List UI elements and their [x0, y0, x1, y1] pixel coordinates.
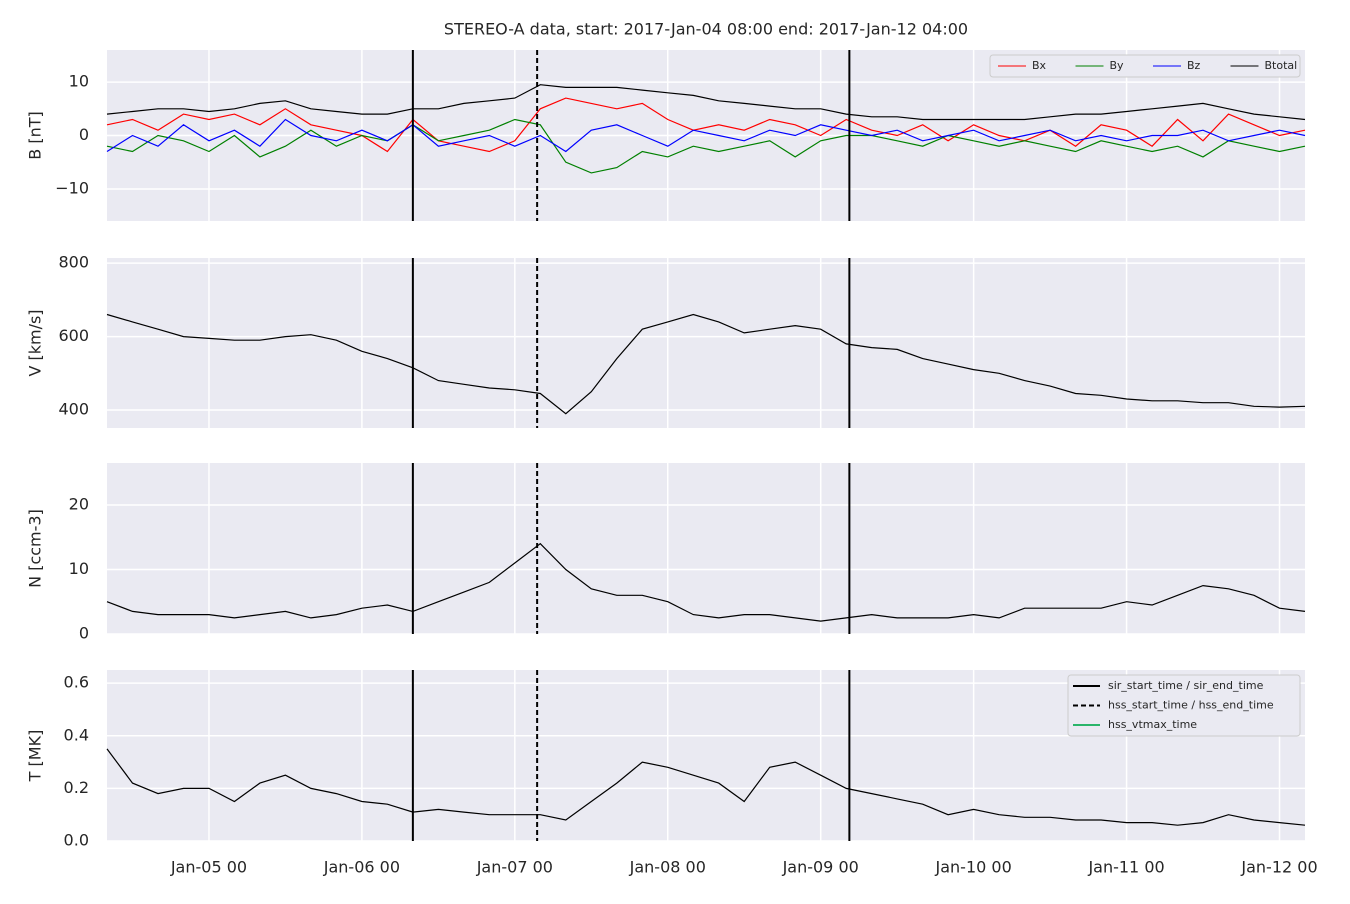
x-tick-label: Jan-05 00	[170, 858, 247, 877]
legend-label: Btotal	[1265, 59, 1298, 72]
y-tick-label: 0.2	[64, 778, 89, 797]
y-tick-label: 0	[79, 624, 89, 643]
legend-label: sir_start_time / sir_end_time	[1108, 679, 1264, 692]
y-tick-label: 0	[79, 125, 89, 144]
data-line	[106, 542, 1306, 622]
data-line	[106, 84, 1306, 121]
x-tick-label: Jan-12 00	[1240, 858, 1317, 877]
plot-background	[107, 258, 1305, 428]
y-tick-label: 0.4	[64, 725, 89, 744]
legend-label: By	[1110, 59, 1125, 72]
data-line	[106, 97, 1306, 153]
x-tick-label: Jan-06 00	[323, 858, 400, 877]
data-line	[106, 118, 1306, 153]
legend-box	[989, 54, 1301, 78]
data-line	[106, 313, 1306, 415]
x-tick-label: Jan-08 00	[629, 858, 706, 877]
y-tick-label: 600	[58, 326, 89, 345]
y-axis-label: N [ccm-3]	[26, 509, 45, 588]
y-tick-label: 20	[69, 494, 89, 513]
y-axis-label: T [MK]	[26, 730, 45, 783]
legend-label: hss_start_time / hss_end_time	[1108, 699, 1274, 712]
legend-label: hss_vtmax_time	[1108, 718, 1197, 731]
plot-background	[107, 463, 1305, 634]
legend-label: Bx	[1032, 59, 1047, 72]
y-tick-label: 10	[69, 72, 89, 91]
y-tick-label: 400	[58, 400, 89, 419]
y-tick-label: 0.6	[64, 673, 89, 692]
legend-label: Bz	[1187, 59, 1201, 72]
y-tick-label: 10	[69, 559, 89, 578]
x-tick-label: Jan-09 00	[782, 858, 859, 877]
figure-title: STEREO-A data, start: 2017-Jan-04 08:00 …	[444, 20, 968, 39]
y-tick-label: 800	[58, 253, 89, 272]
y-axis-label: V [km/s]	[26, 309, 45, 376]
x-tick-label: Jan-11 00	[1087, 858, 1164, 877]
x-tick-label: Jan-10 00	[935, 858, 1012, 877]
y-axis-label: B [nT]	[26, 111, 45, 159]
x-tick-label: Jan-07 00	[476, 858, 553, 877]
legend-box	[1067, 674, 1301, 737]
data-line	[106, 748, 1306, 826]
y-tick-label: 0.0	[64, 831, 89, 850]
y-tick-label: −10	[55, 178, 89, 197]
